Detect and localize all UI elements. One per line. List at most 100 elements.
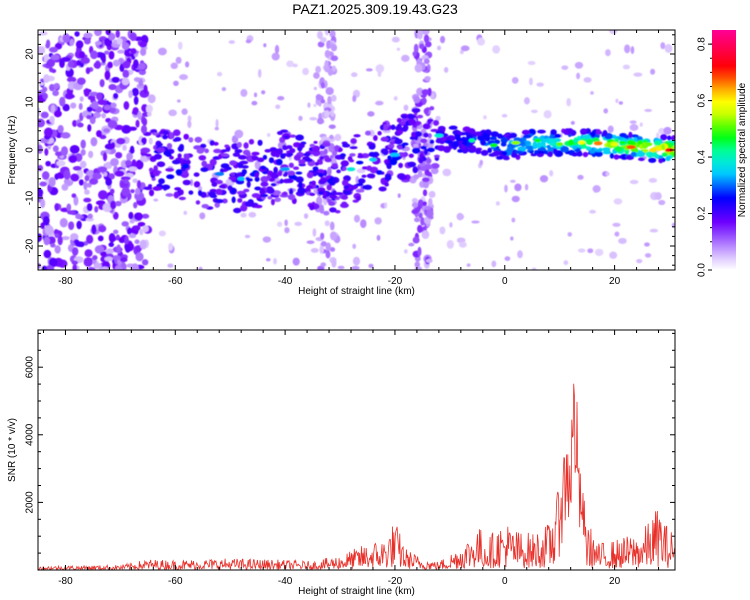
spectrogram-cell: [572, 145, 578, 150]
snr-line: [38, 383, 675, 570]
spectrogram-cell: [109, 200, 117, 210]
spectrogram-cell: [500, 142, 507, 147]
spectrogram-cell: [360, 219, 367, 229]
spectrogram-cell: [61, 183, 69, 191]
spectrogram-cell: [152, 186, 162, 191]
spectrogram-cell: [311, 180, 316, 186]
spectrogram-cell: [637, 157, 645, 162]
spectrogram-cell: [554, 133, 562, 138]
top-y-axis-label: Frequency (Hz): [7, 116, 18, 185]
spectrogram-cell: [172, 129, 181, 137]
spectrogram-cell: [101, 55, 106, 64]
spectrogram-cell: [621, 154, 626, 160]
spectrogram-cell: [286, 60, 294, 68]
colorbar: 0.0 0.2 0.4 0.6 0.8 Normalized spectral ampli…: [697, 30, 748, 277]
spectrogram-cell: [76, 220, 82, 230]
spectrogram-cell: [320, 240, 327, 247]
spectrogram-cell: [316, 117, 324, 125]
spectrogram-cell: [451, 141, 460, 148]
spectrogram-cell: [423, 34, 430, 44]
spectrogram-cell: [416, 114, 424, 119]
spectrogram-panel: -80 -60 -40 -20 0 20 -20 -10 0 10 20 Height of stra…: [7, 29, 676, 297]
spectrogram-cell: [442, 168, 452, 177]
spectrogram-cell: [329, 134, 334, 140]
spectrogram-cell: [84, 175, 90, 182]
spectrogram-cell: [122, 144, 127, 151]
spectrogram-cell: [108, 32, 116, 41]
spectrogram-cell: [87, 266, 96, 270]
spectrogram-cell: [128, 211, 134, 220]
spectrogram-cell: [183, 153, 190, 161]
spectrogram-cell: [121, 42, 130, 50]
spectrogram-cell: [341, 195, 348, 200]
spectrogram-cell: [39, 31, 48, 36]
spectrogram-cell: [420, 145, 427, 150]
spectrogram-cell: [582, 151, 589, 158]
spectrogram-cell: [500, 136, 508, 144]
spectrogram-cell: [89, 116, 96, 125]
spectrogram-cell: [114, 170, 125, 177]
spectrogram-cell: [251, 155, 259, 161]
spectrogram-cell: [475, 148, 482, 155]
spectrogram-cell: [636, 259, 643, 264]
spectrogram-cell: [331, 162, 339, 169]
spectrogram-cell: [183, 133, 189, 140]
spectrogram-cell: [107, 61, 113, 69]
spectrogram-cell: [270, 183, 277, 187]
spectrogram-cell: [377, 131, 382, 136]
spectrogram-cell: [104, 256, 113, 262]
spectrogram-cell: [77, 122, 84, 128]
spectrogram-cell: [80, 56, 91, 64]
spectrogram-cell: [351, 265, 360, 270]
spectrogram-cell: [317, 187, 326, 193]
spectrogram-cell: [528, 145, 534, 151]
spectrogram-cell: [157, 47, 167, 56]
spectrogram-cell: [534, 138, 542, 143]
spectrogram-cell: [592, 137, 600, 143]
spectrogram-cell: [123, 101, 130, 110]
spectrogram-cell: [108, 84, 117, 91]
spectrogram-cell: [398, 162, 403, 169]
spectrogram-cell: [220, 163, 230, 169]
spectrogram-cell: [320, 99, 326, 104]
spectrogram-cell: [306, 185, 314, 190]
spectrogram-cell: [607, 125, 614, 133]
spectrogram-cell: [306, 240, 315, 245]
spectrogram-cell: [72, 264, 78, 270]
spectrogram-cell: [168, 242, 174, 251]
spectrogram-cell: [237, 176, 245, 181]
spectrogram-cell: [254, 160, 261, 170]
spectrogram-cell: [320, 262, 327, 267]
spectrogram-cell: [40, 198, 46, 209]
spectrogram-cell: [231, 196, 236, 204]
spectrogram-cell: [466, 263, 471, 267]
spectrogram-cell: [644, 253, 652, 258]
spectrogram-cell: [115, 200, 122, 207]
spectrogram-cell: [167, 263, 174, 268]
spectrogram-cell: [52, 145, 59, 153]
spectrogram-cell: [531, 267, 537, 270]
spectrogram-cell: [48, 257, 58, 268]
chart-title: PAZ1.2025.309.19.43.G23: [292, 1, 458, 17]
spectrogram-cell: [141, 259, 149, 266]
spectrogram-cell: [491, 260, 497, 268]
spectrogram-cell: [421, 89, 430, 96]
spectrogram-cell: [439, 226, 446, 235]
spectrogram-cell: [325, 87, 334, 96]
spectrogram-cell: [425, 258, 433, 263]
spectrogram-cell: [420, 98, 427, 104]
spectrogram-cell: [594, 248, 604, 257]
spectrogram-cell: [318, 150, 325, 156]
spectrogram-cell: [489, 136, 497, 141]
spectrogram-cell: [623, 134, 630, 139]
spectrogram-cell: [412, 166, 419, 174]
spectrogram-cell: [316, 30, 323, 40]
spectrogram-cell: [289, 134, 297, 138]
spectrogram-cell: [111, 76, 120, 83]
spectrogram-cell: [630, 134, 639, 138]
spectrogram-cell: [165, 193, 174, 197]
spectrogram-cell: [48, 67, 54, 73]
spectrogram-cell: [230, 172, 236, 177]
spectrogram-cell: [317, 41, 325, 48]
spectrogram-cell: [368, 143, 376, 150]
